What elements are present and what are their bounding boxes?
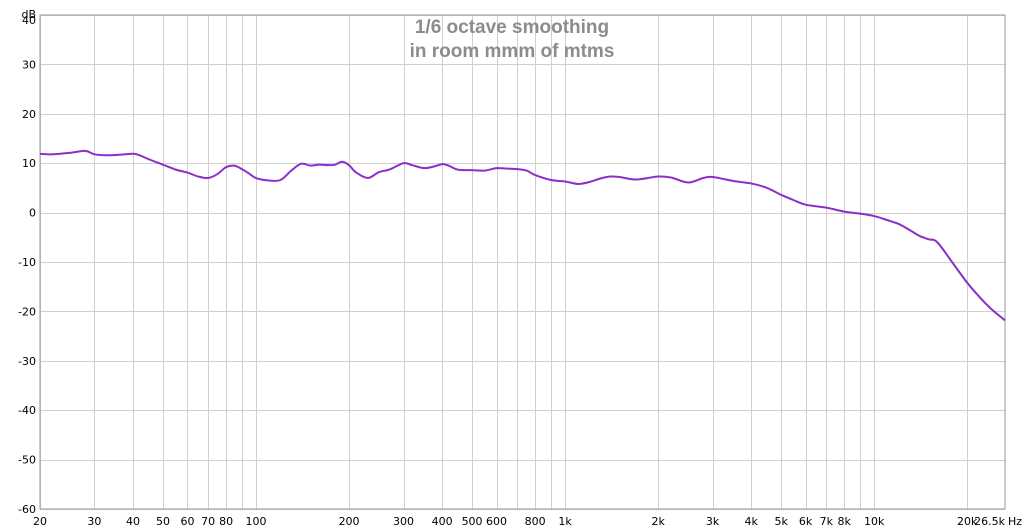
x-tick-label: 1k	[558, 515, 572, 528]
chart-subtitle: in room mmm of mtms	[410, 41, 615, 62]
x-tick-label: 800	[525, 515, 546, 528]
y-unit-label: dB	[21, 8, 36, 21]
x-tick-label: 6k	[799, 515, 813, 528]
x-unit-label: Hz	[1008, 515, 1022, 528]
x-tick-label: 20	[33, 515, 47, 528]
y-tick-label: 0	[29, 207, 36, 220]
chart-title: 1/6 octave smoothing	[415, 17, 609, 38]
y-tick-label: -40	[18, 404, 36, 417]
x-tick-label: 60	[180, 515, 194, 528]
y-tick-label: -30	[18, 355, 36, 368]
y-tick-label: -20	[18, 305, 36, 318]
y-tick-label: 20	[22, 108, 36, 121]
x-tick-label: 70	[201, 515, 215, 528]
y-tick-label: -50	[18, 454, 36, 467]
x-tick-label: 200	[339, 515, 360, 528]
x-tick-label: 30	[87, 515, 101, 528]
y-axis-ticks: 30 20 10 0 -10 -20 -30 -40 -50 -60 40	[18, 14, 36, 516]
y-tick-label: 40	[22, 14, 36, 27]
plot-border	[39, 14, 1006, 510]
y-tick-label: 10	[22, 157, 36, 170]
x-tick-label: 10k	[864, 515, 885, 528]
x-tick-label: 400	[432, 515, 453, 528]
x-axis-ticks: 20 30 40 50 60 70 80 100 200 300 400 500 600 800 1k 2k 3…	[33, 515, 1006, 528]
y-tick-label: 30	[22, 58, 36, 71]
x-tick-label: 26.5k	[974, 515, 1005, 528]
x-tick-label: 5k	[774, 515, 788, 528]
x-tick-label: 40	[126, 515, 140, 528]
series-line	[39, 149, 1006, 322]
grid-lines	[40, 15, 1005, 510]
x-tick-label: 500	[462, 515, 483, 528]
x-tick-label: 8k	[838, 515, 852, 528]
x-tick-label: 100	[246, 515, 267, 528]
x-tick-label: 3k	[706, 515, 720, 528]
y-tick-label: -60	[18, 503, 36, 516]
x-tick-label: 50	[156, 515, 170, 528]
x-tick-label: 300	[393, 515, 414, 528]
x-tick-label: 4k	[745, 515, 759, 528]
x-tick-label: 7k	[820, 515, 834, 528]
y-tick-label: -10	[18, 256, 36, 269]
x-tick-label: 2k	[651, 515, 665, 528]
x-tick-label: 600	[486, 515, 507, 528]
x-tick-label: 20k	[957, 515, 978, 528]
x-tick-label: 80	[219, 515, 233, 528]
series-layer	[39, 149, 1006, 322]
